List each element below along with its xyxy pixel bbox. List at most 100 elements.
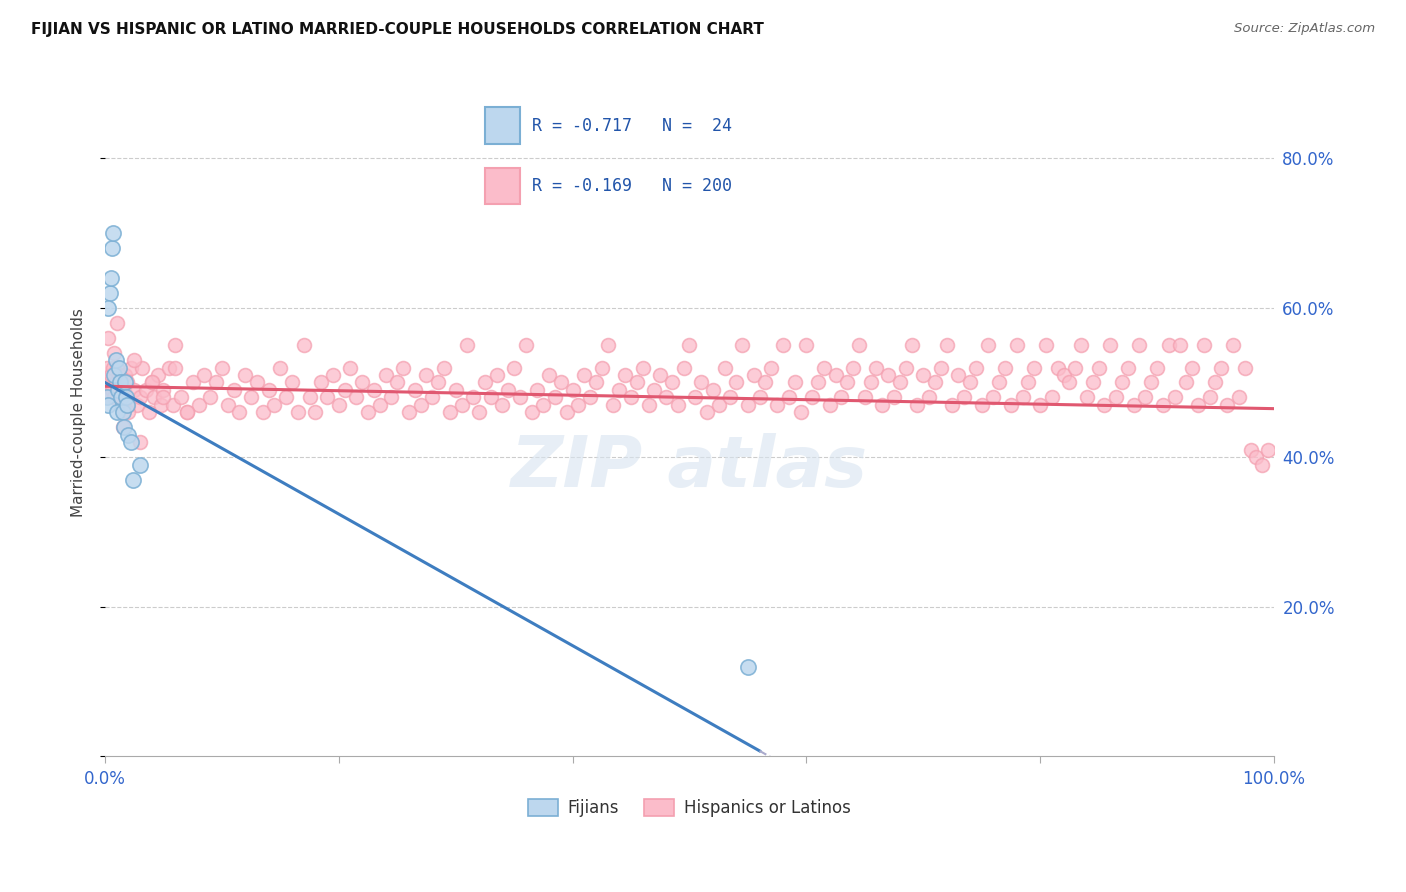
Point	[848, 338, 870, 352]
Point	[837, 376, 859, 390]
Point	[877, 368, 900, 382]
Point	[1135, 391, 1157, 405]
Point	[1146, 360, 1168, 375]
Point	[503, 360, 526, 375]
Point	[1087, 360, 1109, 375]
Point	[111, 405, 134, 419]
Point	[333, 383, 356, 397]
Point	[1170, 338, 1192, 352]
Point	[778, 391, 800, 405]
Point	[865, 360, 887, 375]
Point	[198, 391, 221, 405]
Point	[772, 338, 794, 352]
Text: Source: ZipAtlas.com: Source: ZipAtlas.com	[1234, 22, 1375, 36]
Point	[666, 398, 689, 412]
Point	[138, 405, 160, 419]
Point	[96, 360, 118, 375]
Point	[152, 383, 174, 397]
Point	[387, 376, 409, 390]
Point	[894, 360, 917, 375]
Point	[181, 376, 204, 390]
Point	[1052, 368, 1074, 382]
Point	[918, 391, 941, 405]
Point	[713, 360, 735, 375]
Point	[1239, 442, 1261, 457]
Point	[176, 405, 198, 419]
Point	[900, 338, 922, 352]
Point	[110, 376, 132, 390]
Point	[176, 405, 198, 419]
Point	[115, 376, 138, 390]
Point	[150, 398, 173, 412]
Point	[905, 398, 928, 412]
Text: FIJIAN VS HISPANIC OR LATINO MARRIED-COUPLE HOUSEHOLDS CORRELATION CHART: FIJIAN VS HISPANIC OR LATINO MARRIED-COU…	[31, 22, 763, 37]
Point	[555, 405, 578, 419]
Point	[105, 360, 128, 375]
Point	[690, 376, 713, 390]
Point	[830, 391, 852, 405]
Point	[115, 391, 138, 405]
Point	[101, 383, 124, 397]
Point	[1011, 391, 1033, 405]
Point	[1024, 360, 1046, 375]
Point	[105, 316, 128, 330]
Point	[970, 398, 993, 412]
Point	[328, 398, 350, 412]
Point	[122, 353, 145, 368]
Point	[561, 383, 583, 397]
Point	[824, 368, 846, 382]
Point	[1198, 391, 1220, 405]
Point	[398, 405, 420, 419]
Point	[1094, 398, 1116, 412]
Point	[222, 383, 245, 397]
Point	[574, 368, 596, 382]
Point	[818, 398, 841, 412]
Point	[252, 405, 274, 419]
Point	[257, 383, 280, 397]
Point	[246, 376, 269, 390]
Point	[122, 473, 145, 487]
Point	[1175, 376, 1198, 390]
Point	[165, 360, 187, 375]
Point	[485, 368, 508, 382]
Point	[607, 383, 630, 397]
Point	[1157, 338, 1180, 352]
Point	[98, 285, 121, 300]
Point	[129, 458, 152, 472]
Point	[316, 391, 339, 405]
Point	[1140, 376, 1163, 390]
Point	[157, 360, 180, 375]
Point	[929, 360, 952, 375]
Point	[620, 391, 643, 405]
Point	[696, 405, 718, 419]
Point	[544, 391, 567, 405]
Point	[1099, 338, 1122, 352]
Point	[108, 376, 131, 390]
Point	[357, 405, 380, 419]
Point	[531, 398, 554, 412]
Point	[104, 353, 127, 368]
Point	[1128, 338, 1150, 352]
Point	[626, 376, 648, 390]
Point	[468, 405, 491, 419]
Point	[742, 368, 765, 382]
Point	[298, 391, 321, 405]
Point	[96, 376, 118, 390]
Point	[108, 391, 131, 405]
Point	[1181, 360, 1204, 375]
Point	[498, 383, 520, 397]
Point	[129, 435, 152, 450]
Point	[115, 391, 138, 405]
Point	[339, 360, 361, 375]
Point	[276, 391, 298, 405]
Point	[112, 383, 135, 397]
Point	[550, 376, 572, 390]
Point	[889, 376, 911, 390]
Point	[526, 383, 548, 397]
Point	[217, 398, 239, 412]
Point	[415, 368, 437, 382]
Point	[1070, 338, 1092, 352]
Point	[637, 398, 659, 412]
Point	[842, 360, 865, 375]
Point	[108, 368, 131, 382]
